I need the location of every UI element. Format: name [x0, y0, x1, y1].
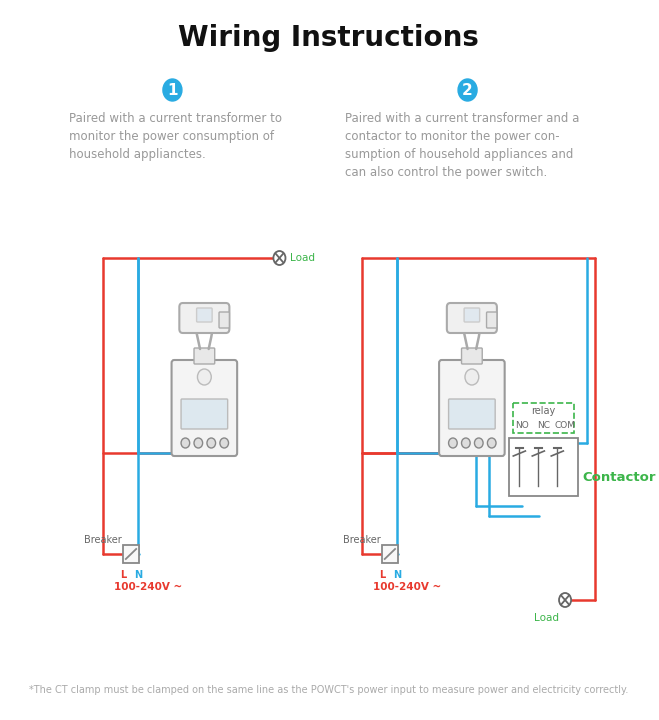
Text: COM: COM [555, 420, 575, 430]
Text: Wiring Instructions: Wiring Instructions [178, 24, 479, 52]
Text: L: L [120, 570, 127, 580]
Circle shape [194, 438, 202, 448]
FancyBboxPatch shape [486, 312, 497, 328]
Text: Load: Load [534, 613, 559, 623]
Circle shape [220, 438, 229, 448]
Text: 100-240V ~: 100-240V ~ [372, 582, 441, 592]
Text: Paired with a current transformer and a
contactor to monitor the power con-
sump: Paired with a current transformer and a … [345, 112, 579, 179]
FancyBboxPatch shape [382, 545, 397, 563]
FancyBboxPatch shape [171, 360, 237, 456]
Text: Contactor: Contactor [583, 470, 656, 484]
Text: NO: NO [515, 420, 529, 430]
FancyBboxPatch shape [194, 348, 215, 364]
FancyBboxPatch shape [179, 303, 229, 333]
Text: 2: 2 [462, 83, 473, 97]
Text: *The CT clamp must be clamped on the same line as the POWCT's power input to mea: *The CT clamp must be clamped on the sam… [29, 685, 628, 695]
Text: N: N [134, 570, 142, 580]
FancyBboxPatch shape [464, 308, 480, 322]
Text: NC: NC [537, 420, 550, 430]
Circle shape [488, 438, 496, 448]
Text: N: N [393, 570, 401, 580]
Text: Load: Load [290, 253, 315, 263]
Text: Breaker: Breaker [84, 535, 121, 545]
Circle shape [559, 593, 571, 607]
FancyBboxPatch shape [449, 399, 495, 429]
Text: L: L [379, 570, 386, 580]
Circle shape [458, 79, 477, 101]
Circle shape [449, 438, 457, 448]
FancyBboxPatch shape [219, 312, 229, 328]
Circle shape [207, 438, 215, 448]
Circle shape [465, 369, 479, 385]
Circle shape [181, 438, 190, 448]
Text: 1: 1 [167, 83, 178, 97]
FancyBboxPatch shape [461, 348, 482, 364]
FancyBboxPatch shape [123, 545, 139, 563]
Text: relay: relay [531, 406, 556, 416]
Circle shape [273, 251, 285, 265]
Text: Paired with a current transformer to
monitor the power consumption of
household : Paired with a current transformer to mon… [69, 112, 282, 161]
FancyBboxPatch shape [447, 303, 497, 333]
FancyBboxPatch shape [509, 438, 578, 496]
Text: Breaker: Breaker [343, 535, 380, 545]
Circle shape [163, 79, 182, 101]
Circle shape [198, 369, 212, 385]
Text: 100-240V ~: 100-240V ~ [114, 582, 182, 592]
FancyBboxPatch shape [196, 308, 212, 322]
FancyBboxPatch shape [181, 399, 227, 429]
FancyBboxPatch shape [513, 403, 574, 433]
Circle shape [474, 438, 483, 448]
FancyBboxPatch shape [439, 360, 505, 456]
Circle shape [461, 438, 470, 448]
